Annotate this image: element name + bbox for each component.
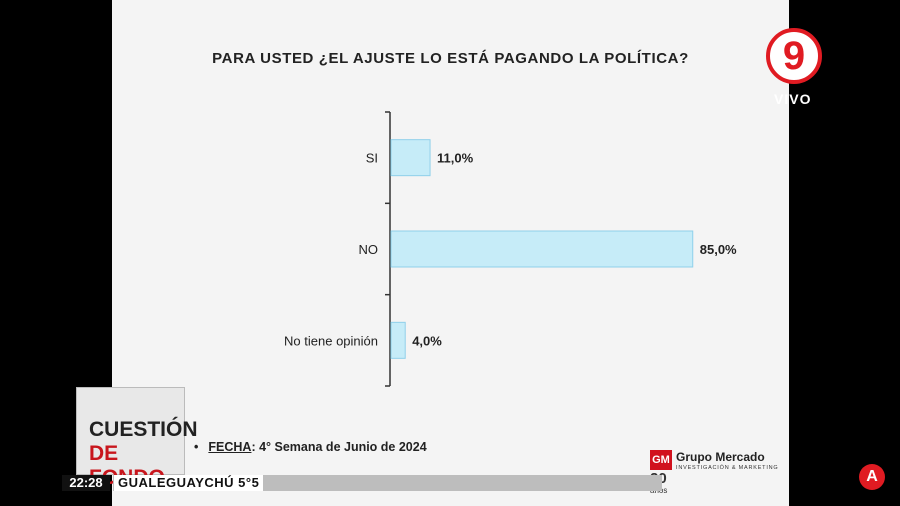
pollster-name: Grupo Mercado <box>676 450 765 464</box>
pollster-subtitle: INVESTIGACIÓN & MARKETING <box>676 465 779 471</box>
value-label: 4,0% <box>412 333 442 348</box>
bar <box>390 321 406 359</box>
value-label: 85,0% <box>700 242 737 257</box>
bar <box>390 139 431 177</box>
ticker-clock: 22:28 <box>62 475 110 491</box>
channel-logo-circle: 9 <box>766 28 822 84</box>
program-name-line1: CUESTIÓN <box>89 418 198 441</box>
survey-date: • FECHA: 4° Semana de Junio de 2024 <box>194 440 427 454</box>
bar-chart: SI 11,0% NO 85,0% No tiene opinión 4,0% <box>284 111 737 387</box>
channel-logo: 9 VIVO <box>760 28 830 110</box>
live-indicator: VIVO <box>774 91 812 107</box>
value-label: 11,0% <box>437 151 474 166</box>
bullet: • <box>194 440 199 454</box>
ticker-weather: GUALEGUAYCHÚ 5°5 <box>114 475 264 491</box>
news-ticker: 22:28 GUALEGUAYCHÚ 5°5 <box>62 475 662 491</box>
chart-title: PARA USTED ¿EL AJUSTE LO ESTÁ PAGANDO LA… <box>212 50 689 67</box>
pollster-logo: GM Grupo Mercado INVESTIGACIÓN & MARKETI… <box>650 448 778 498</box>
bar <box>390 230 694 268</box>
broadcaster-corner-logo: A <box>859 464 885 490</box>
program-logo: CUESTIÓN DE FONDO <box>76 387 198 489</box>
date-label: FECHA <box>208 440 252 454</box>
slide: PARA USTED ¿EL AJUSTE LO ESTÁ PAGANDO LA… <box>112 0 789 506</box>
date-value: : 4° Semana de Junio de 2024 <box>251 440 427 454</box>
pollster-mark: GM <box>650 450 672 470</box>
category-label: No tiene opinión <box>284 333 378 348</box>
category-label: NO <box>359 242 379 257</box>
channel-number: 9 <box>782 34 806 78</box>
category-label: SI <box>366 151 378 166</box>
